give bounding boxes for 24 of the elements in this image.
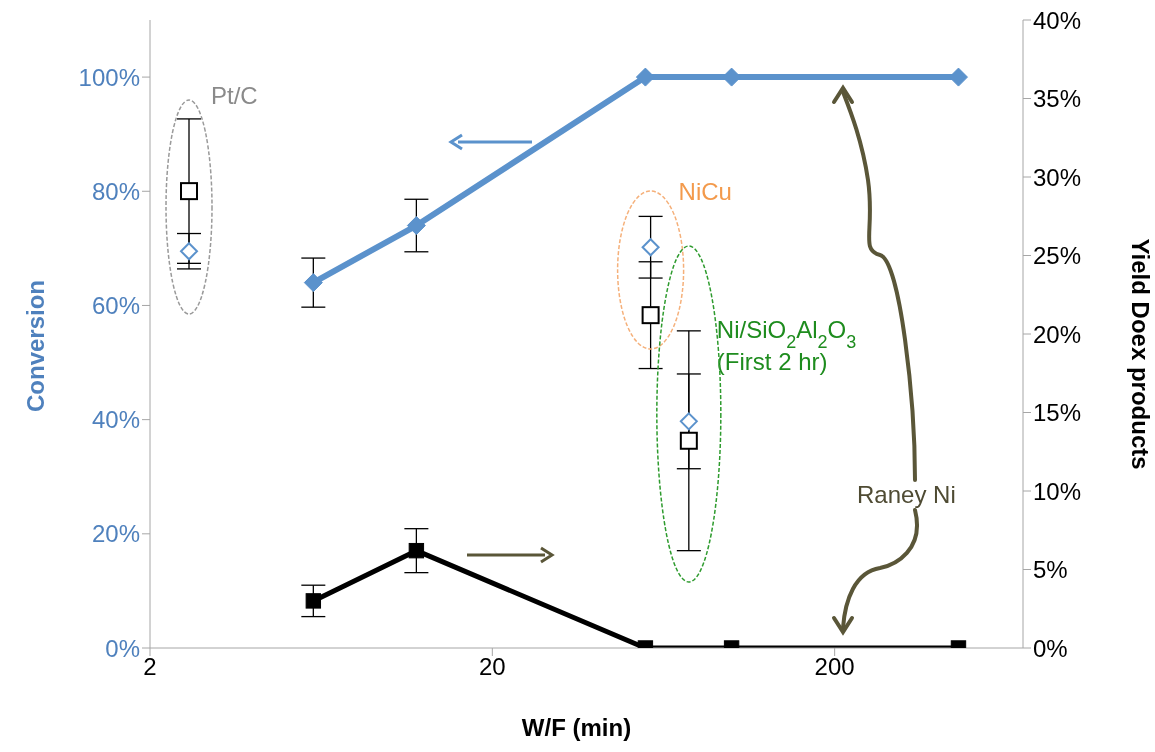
annotation: Pt/C (211, 82, 258, 109)
x-tick-label: 200 (814, 653, 855, 681)
y-tick-label: 40% (91, 406, 140, 434)
y2-tick-label: 20% (1033, 320, 1082, 348)
y2-tick-label: 10% (1033, 477, 1082, 505)
y2-tick-label: 15% (1033, 399, 1082, 427)
y2-tick-label: 40% (1033, 6, 1082, 34)
y-tick-label: 100% (78, 63, 140, 91)
y-tick-label: 0% (105, 634, 140, 662)
x-axis-title: W/F (min) (521, 714, 632, 741)
y2-tick-label: 5% (1033, 556, 1068, 584)
y2-tick-label: 30% (1033, 163, 1082, 191)
y-tick-label: 20% (91, 520, 140, 548)
y2-axis-title: Yield Doex products (1127, 238, 1154, 470)
x-tick-label: 2 (143, 653, 157, 681)
x-tick-label: 20 (478, 653, 506, 681)
y2-tick-label: 0% (1033, 634, 1068, 662)
annotation: Raney Ni (857, 481, 956, 508)
y-axis-title: Conversion (22, 279, 49, 413)
annotation: NiCu (678, 178, 732, 205)
y2-tick-label: 25% (1033, 242, 1082, 270)
y-tick-label: 80% (91, 177, 140, 205)
y2-tick-label: 35% (1033, 85, 1082, 113)
y-tick-label: 60% (91, 291, 140, 319)
